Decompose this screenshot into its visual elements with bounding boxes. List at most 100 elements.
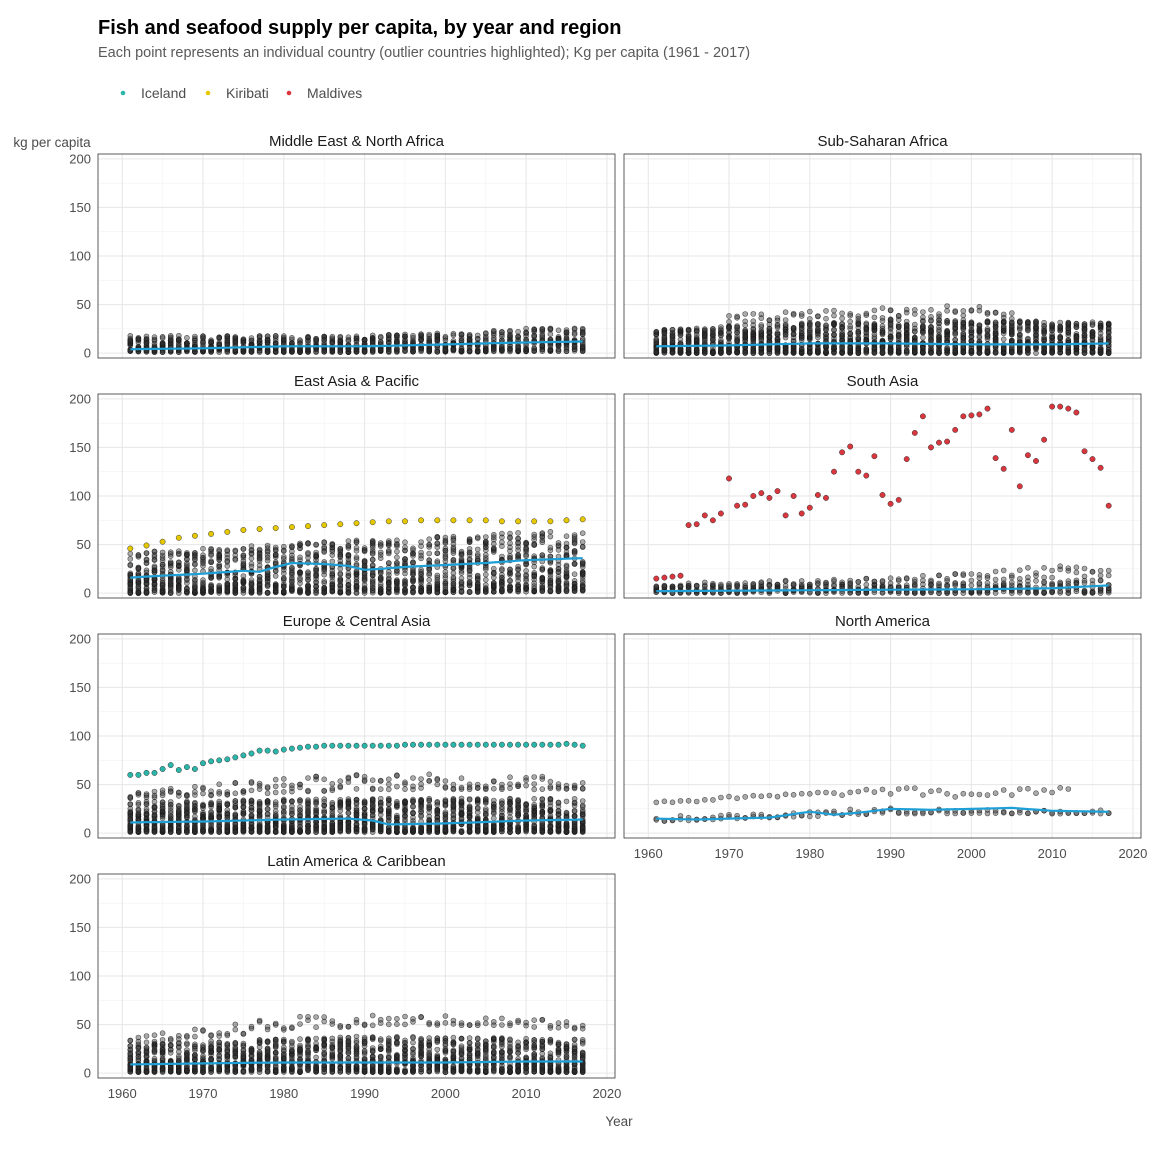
country-point — [839, 337, 845, 344]
country-point — [272, 573, 279, 579]
country-point — [402, 347, 408, 353]
country-point — [184, 562, 190, 568]
country-point — [1033, 332, 1039, 338]
highlight-point — [159, 538, 166, 545]
country-point — [515, 547, 521, 553]
country-point — [499, 575, 505, 581]
country-point — [313, 551, 319, 558]
country-point — [952, 331, 959, 338]
country-point — [385, 560, 392, 566]
country-point — [264, 336, 271, 343]
country-point — [1057, 588, 1063, 594]
highlight-point — [143, 542, 150, 549]
country-point — [1008, 315, 1015, 322]
country-point — [968, 334, 975, 340]
country-point — [313, 557, 319, 563]
country-point — [831, 350, 837, 356]
country-point — [458, 570, 465, 576]
country-point — [693, 347, 700, 354]
country-point — [232, 337, 239, 344]
country-point — [402, 539, 408, 546]
facet-title: South Asia — [847, 373, 919, 390]
country-point — [952, 337, 959, 343]
country-point — [474, 584, 481, 590]
country-point — [661, 334, 668, 341]
country-point — [490, 588, 497, 595]
country-point — [482, 330, 489, 337]
country-point — [579, 530, 586, 537]
country-point — [823, 308, 829, 314]
highlight-point — [482, 517, 489, 524]
country-point — [337, 546, 344, 552]
country-point — [507, 555, 513, 562]
country-point — [887, 321, 894, 327]
country-point — [321, 336, 328, 343]
country-point — [297, 338, 303, 345]
country-point — [952, 582, 959, 589]
country-point — [903, 333, 910, 340]
country-point — [944, 345, 950, 352]
country-point — [693, 337, 700, 343]
country-point — [490, 534, 497, 541]
country-point — [831, 312, 837, 319]
country-point — [992, 309, 999, 316]
country-point — [313, 541, 319, 548]
country-point — [1025, 589, 1031, 596]
highlight-point — [402, 518, 408, 525]
country-point — [515, 530, 521, 536]
legend-label-kiribati: Kiribati — [226, 85, 269, 101]
country-point — [1025, 323, 1031, 330]
country-point — [466, 589, 473, 596]
country-point — [669, 583, 676, 590]
y-axis-title: kg per capita — [13, 135, 91, 150]
country-point — [871, 314, 878, 321]
country-point — [806, 336, 813, 343]
country-point — [135, 565, 142, 572]
country-point — [1000, 314, 1007, 321]
country-point — [563, 583, 570, 590]
country-point — [410, 334, 416, 341]
country-point — [458, 584, 465, 590]
country-point — [1097, 347, 1104, 354]
country-point — [208, 338, 214, 345]
country-point — [394, 584, 400, 590]
country-point — [523, 346, 529, 352]
country-point — [766, 346, 773, 353]
country-point — [224, 572, 231, 578]
country-point — [782, 317, 789, 323]
country-point — [184, 556, 190, 563]
country-point — [184, 334, 190, 341]
country-point — [466, 546, 473, 552]
country-point — [774, 345, 781, 351]
country-point — [879, 323, 886, 329]
country-point — [337, 565, 344, 572]
country-point — [280, 583, 287, 589]
country-point — [192, 341, 198, 348]
country-point — [426, 588, 433, 595]
y-tick-label: 50 — [77, 297, 91, 312]
country-point — [127, 590, 134, 596]
country-point — [992, 350, 999, 356]
highlight-point — [256, 526, 263, 532]
country-point — [944, 307, 950, 314]
highlight-point — [208, 530, 215, 537]
country-point — [394, 541, 400, 548]
country-point — [482, 571, 489, 578]
country-point — [790, 311, 797, 318]
country-point — [402, 336, 408, 343]
country-point — [847, 312, 854, 319]
country-point — [361, 547, 368, 554]
highlight-point — [288, 524, 295, 531]
country-point — [377, 347, 384, 353]
country-point — [385, 589, 392, 595]
country-point — [1033, 319, 1039, 326]
country-point — [1008, 579, 1015, 586]
country-point — [369, 581, 376, 588]
country-point — [863, 327, 870, 333]
country-point — [321, 349, 328, 355]
highlight-point — [418, 517, 425, 524]
country-point — [232, 589, 239, 596]
country-point — [887, 307, 894, 314]
country-point — [151, 548, 158, 555]
country-point — [143, 339, 150, 346]
